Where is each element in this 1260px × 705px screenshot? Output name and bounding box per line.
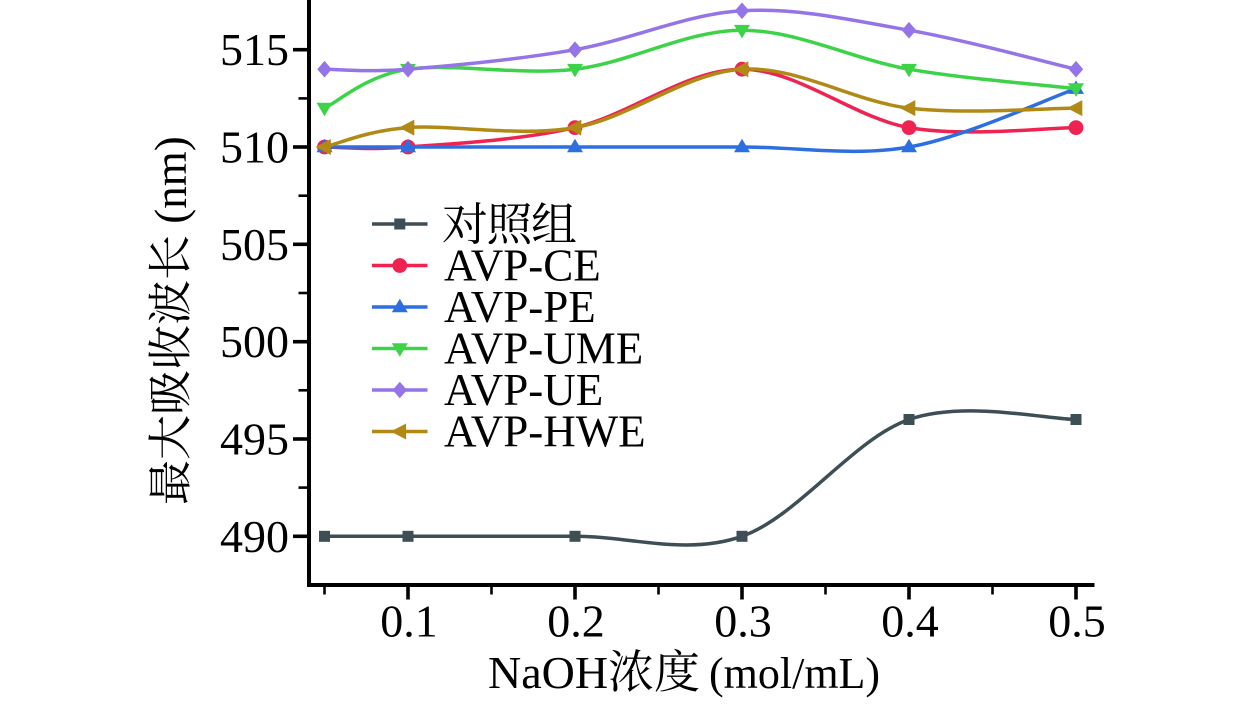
svg-text:0.5: 0.5: [1048, 596, 1106, 647]
svg-text:0.4: 0.4: [881, 596, 939, 647]
svg-text:0.1: 0.1: [380, 596, 438, 647]
svg-text:495: 495: [220, 414, 289, 465]
svg-text:490: 490: [220, 511, 289, 562]
svg-text:AVP-HWE: AVP-HWE: [444, 407, 646, 457]
svg-text:515: 515: [220, 24, 289, 75]
svg-text:AVP-PE: AVP-PE: [444, 282, 596, 332]
svg-text:0.2: 0.2: [547, 596, 605, 647]
svg-text:AVP-UE: AVP-UE: [444, 365, 603, 415]
svg-text:0.3: 0.3: [714, 596, 772, 647]
svg-text:AVP-CE: AVP-CE: [444, 241, 601, 291]
svg-text:AVP-UME: AVP-UME: [444, 324, 643, 374]
svg-text:(mol/mL): (mol/mL): [698, 649, 880, 698]
svg-text:505: 505: [220, 219, 289, 270]
svg-text:510: 510: [220, 122, 289, 173]
svg-text:500: 500: [220, 316, 289, 367]
svg-text:NaOH: NaOH: [488, 647, 608, 698]
svg-text:(nm): (nm): [146, 136, 196, 235]
